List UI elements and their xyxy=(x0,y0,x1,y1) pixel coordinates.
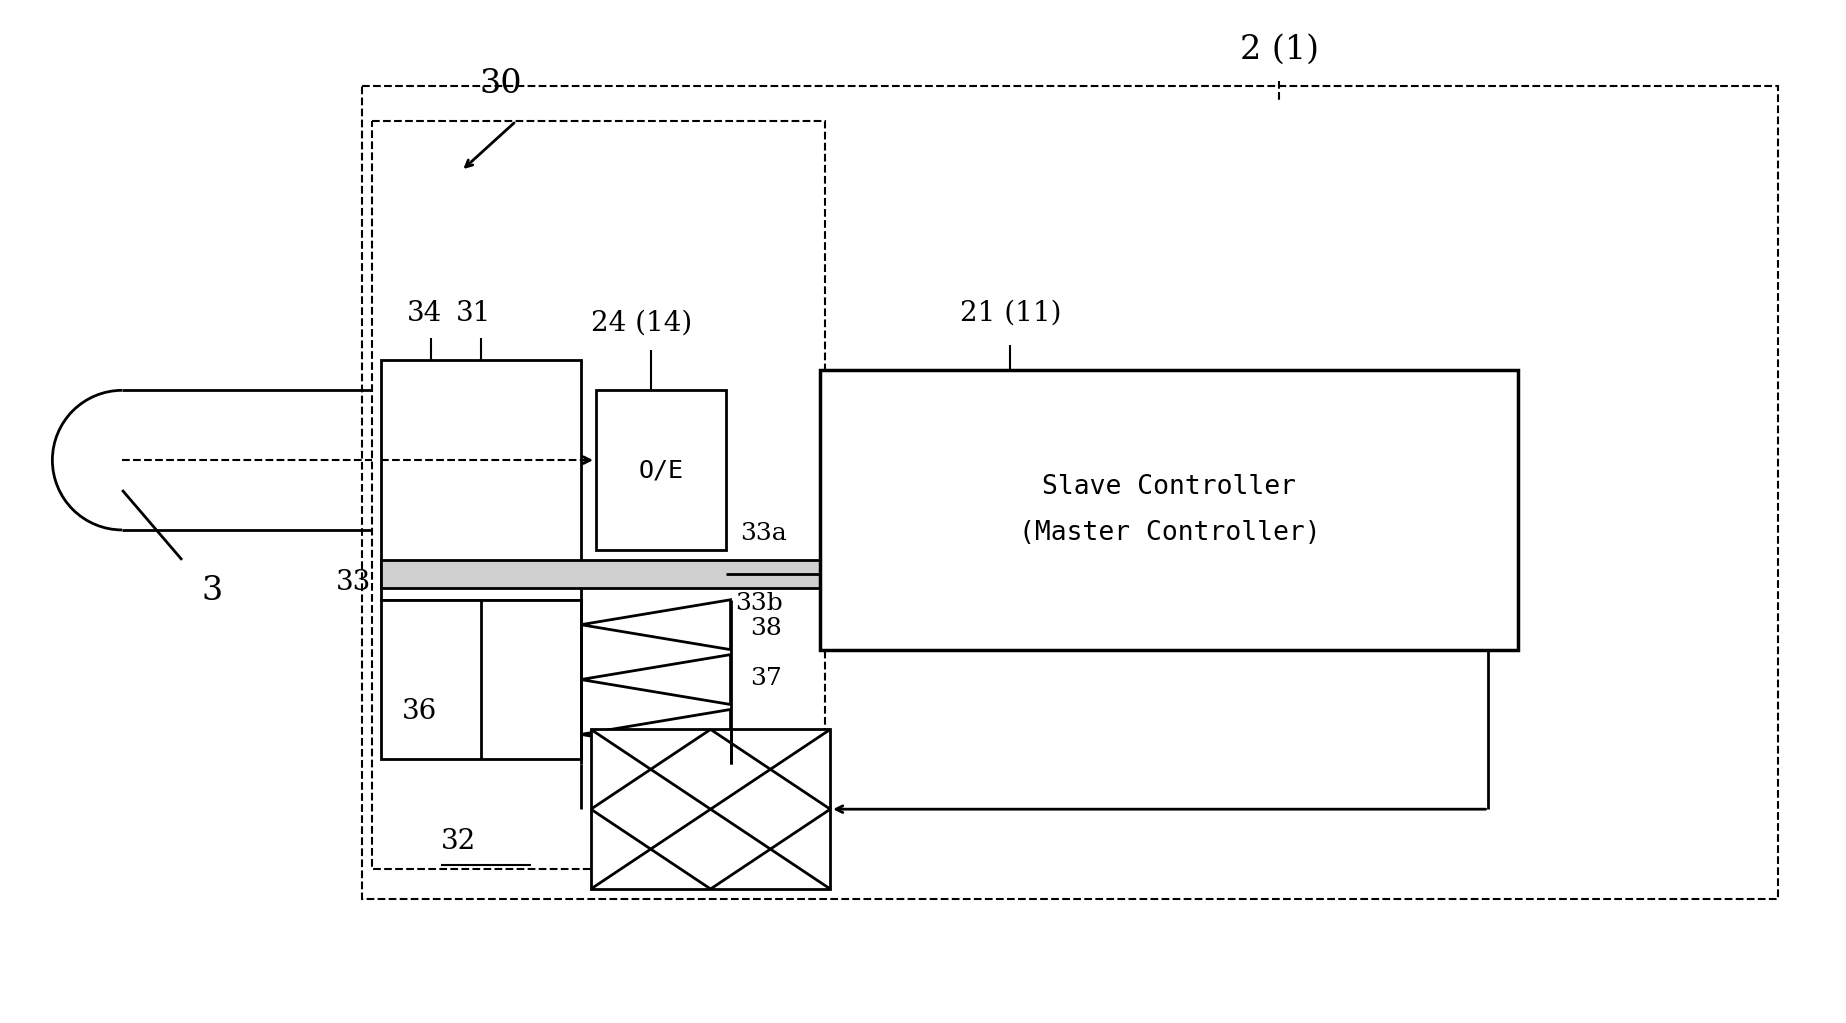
Text: 33: 33 xyxy=(336,569,371,595)
Bar xyxy=(362,86,1778,899)
Text: 33b: 33b xyxy=(735,591,783,615)
Text: 32: 32 xyxy=(441,828,476,855)
Text: 24 (14): 24 (14) xyxy=(591,310,692,337)
Bar xyxy=(591,729,831,889)
Text: 31: 31 xyxy=(456,300,491,326)
Bar xyxy=(382,560,1001,588)
Bar xyxy=(382,360,581,599)
Text: 21 (11): 21 (11) xyxy=(960,300,1061,326)
Text: 33a: 33a xyxy=(740,522,786,545)
Text: 36: 36 xyxy=(401,699,438,725)
Bar xyxy=(371,121,825,869)
Text: 3: 3 xyxy=(201,575,223,607)
Text: 2 (1): 2 (1) xyxy=(1239,34,1318,66)
Text: 37: 37 xyxy=(751,667,783,690)
Bar xyxy=(820,370,1519,650)
Bar xyxy=(596,391,725,550)
Text: 34: 34 xyxy=(406,300,441,326)
Bar xyxy=(382,599,581,759)
Text: 30: 30 xyxy=(480,69,522,100)
Text: O/E: O/E xyxy=(639,458,683,482)
Text: Slave Controller
(Master Controller): Slave Controller (Master Controller) xyxy=(1019,474,1320,546)
Text: 38: 38 xyxy=(751,617,783,639)
